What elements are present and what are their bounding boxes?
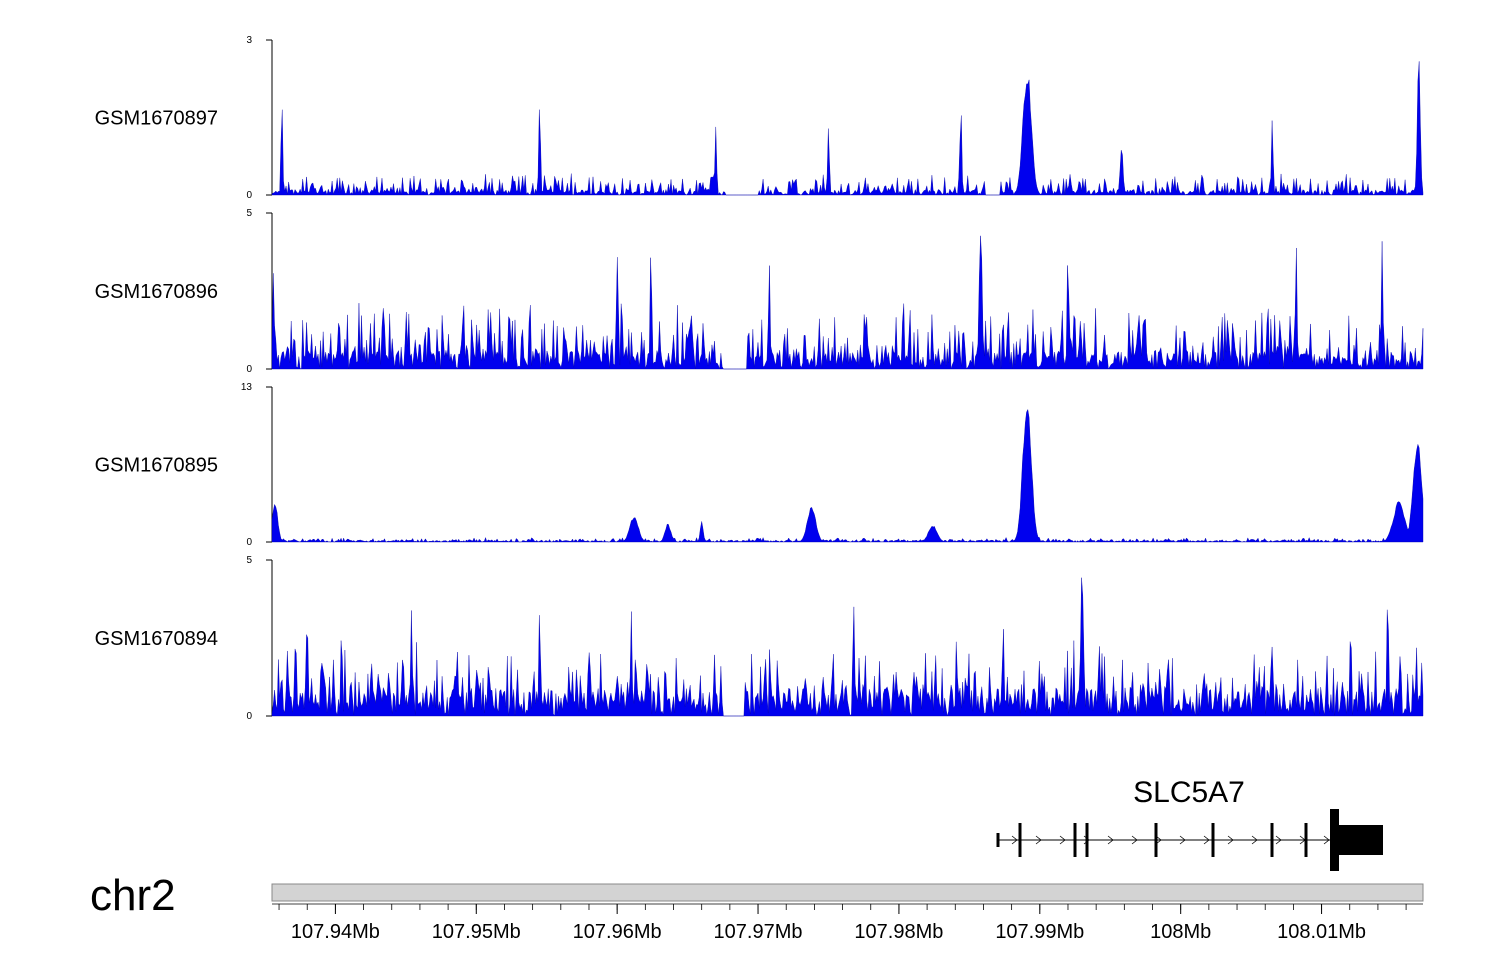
strand-arrow [1107, 835, 1114, 845]
x-axis: 107.94Mb 107.95Mb 107.96Mb 107.97Mb 107.98Mb… [272, 903, 1423, 943]
strand-arrow [1035, 835, 1042, 845]
exon [1018, 823, 1022, 857]
coverage-area [271, 235, 1424, 370]
strand-arrow [1131, 835, 1138, 845]
coverage-tracks: GSM167089730GSM167089650GSM1670895130GSM… [95, 35, 1424, 722]
strand-arrow [1059, 835, 1066, 845]
strand-arrow [1155, 835, 1162, 845]
strand-arrow [1011, 835, 1018, 845]
exon [996, 833, 1000, 847]
strand-arrow [1323, 835, 1330, 845]
x-tick-label: 107.95Mb [432, 921, 521, 943]
x-tick-label: 107.96Mb [573, 921, 662, 943]
track-GSM1670896: GSM1670896 5 0 [95, 208, 1424, 375]
x-tick-label: 107.94Mb [291, 921, 380, 943]
genomic-axis-track: chr2 107.94Mb 107.95Mb 107.96Mb 107.97Mb 107… [90, 871, 1424, 943]
y-tick-label: 5 [246, 555, 252, 566]
x-tick-label: 107.98Mb [854, 921, 943, 943]
exon [1270, 823, 1274, 857]
strand-arrow [1227, 835, 1234, 845]
track-label: GSM1670896 [95, 281, 218, 303]
x-tick-label: 108Mb [1150, 921, 1211, 943]
exon [1073, 823, 1077, 857]
strand-arrow [1179, 835, 1186, 845]
coverage-area [271, 577, 1424, 717]
strand-arrow [1275, 835, 1282, 845]
chromosome-label: chr2 [90, 871, 176, 920]
gene-model [996, 809, 1383, 871]
y-tick-label: 13 [241, 382, 253, 393]
y-tick-label: 3 [246, 35, 252, 46]
y-tick-label: 0 [246, 190, 252, 201]
x-tick-label: 107.97Mb [714, 921, 803, 943]
track-label: GSM1670894 [95, 628, 218, 650]
y-tick-label: 0 [246, 537, 252, 548]
chromosome-ideogram-bar [271, 883, 1424, 902]
gene-name-label: SLC5A7 [1133, 776, 1245, 809]
exon [1085, 823, 1089, 857]
track-GSM1670895: GSM1670895 13 0 [95, 382, 1424, 548]
x-tick-label: 108.01Mb [1277, 921, 1366, 943]
track-GSM1670894: GSM1670894 5 0 [95, 555, 1424, 722]
y-tick-label: 0 [246, 364, 252, 375]
coverage-area [271, 61, 1424, 196]
track-label: GSM1670895 [95, 455, 218, 477]
track-label: GSM1670897 [95, 108, 218, 130]
exon [1304, 823, 1308, 857]
exon-3prime-utr [1339, 825, 1383, 855]
exon [1211, 823, 1215, 857]
strand-arrow [1203, 835, 1210, 845]
strand-arrow [1251, 835, 1258, 845]
exon [1154, 823, 1158, 857]
y-tick-label: 5 [246, 208, 252, 219]
coverage-area [271, 408, 1424, 543]
track-GSM1670897: GSM1670897 3 0 [95, 35, 1424, 201]
x-tick-label: 107.99Mb [995, 921, 1084, 943]
gene-annotation-track: SLC5A7 [996, 776, 1383, 871]
y-tick-label: 0 [246, 711, 252, 722]
exon-last-coding [1330, 809, 1339, 871]
